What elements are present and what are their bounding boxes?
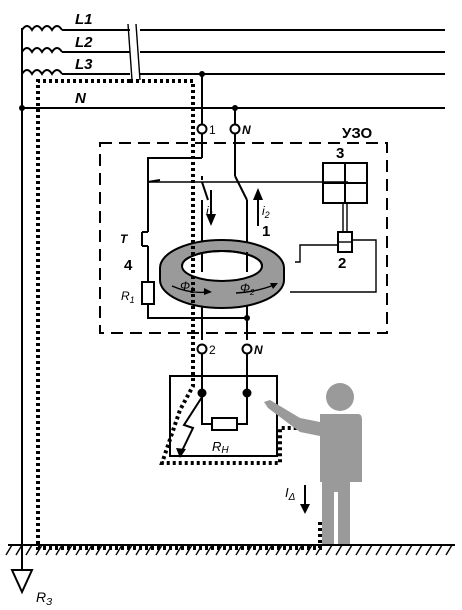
supply-lines xyxy=(19,23,445,545)
load-resistor-label: RH xyxy=(212,439,229,456)
terminal-out-n xyxy=(241,343,253,355)
leakage-path xyxy=(36,79,322,550)
test-button-label: T xyxy=(120,232,129,246)
line-l1-label: L1 xyxy=(75,11,93,28)
ground-line xyxy=(5,544,455,556)
mechanism-number-label: 3 xyxy=(336,145,344,162)
relay-number-label: 2 xyxy=(338,255,346,272)
current-i2-label: i2 xyxy=(262,204,270,220)
terminal-out-2-label: 2 xyxy=(209,343,216,357)
load-resistor xyxy=(211,417,238,431)
terminal-in-n-label: N xyxy=(242,123,251,137)
current-i1-label: i1 xyxy=(206,204,214,220)
person-figure xyxy=(264,383,362,545)
terminal-out-2 xyxy=(196,343,208,355)
line-n-label: N xyxy=(75,90,87,107)
rcd-internal-wiring xyxy=(141,134,377,340)
phase-coils xyxy=(21,25,63,76)
leakage-current-label: IΔ xyxy=(285,485,296,503)
terminal-in-1 xyxy=(196,123,208,135)
terminal-in-n xyxy=(229,123,241,135)
toroidal-core-1 xyxy=(159,239,285,309)
line-l2-label: L2 xyxy=(75,34,93,51)
core-number-label: 1 xyxy=(262,223,270,240)
terminal-in-1-label: 1 xyxy=(209,123,216,137)
line-l3-label: L3 xyxy=(75,56,93,73)
terminal-out-n-label: N xyxy=(254,343,263,357)
ground-resistance-label: RЗ xyxy=(36,589,52,608)
test-number-label: 4 xyxy=(124,257,133,274)
flux-2-label: Φ2 xyxy=(240,281,255,297)
test-resistor-label: R1 xyxy=(121,289,135,305)
rcd-title: УЗО xyxy=(342,125,373,142)
load-equipment xyxy=(169,354,278,458)
rcd-enclosure xyxy=(99,142,388,334)
test-resistor-r1 xyxy=(141,281,155,305)
ground-electrode xyxy=(10,545,34,595)
load-enclosure xyxy=(169,375,278,457)
